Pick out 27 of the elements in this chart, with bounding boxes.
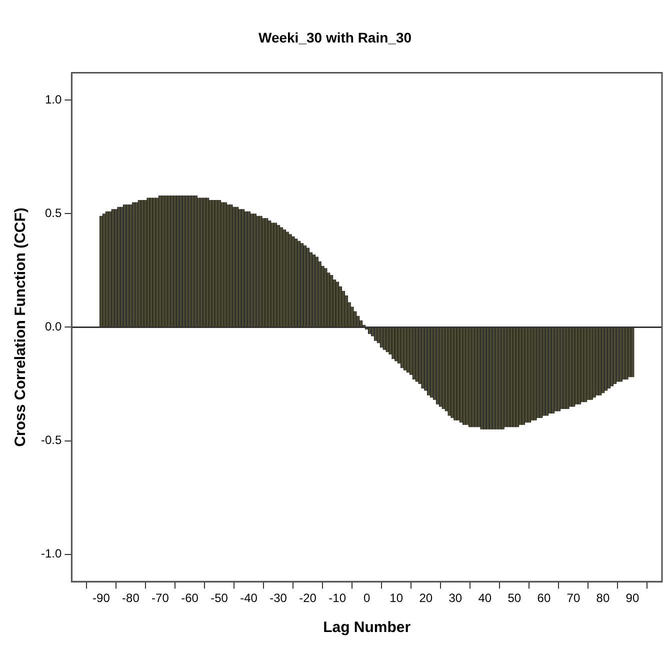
x-tick-label: 20 [419,591,433,606]
x-tick-label: -40 [240,591,258,606]
x-tick-label: -70 [152,591,170,606]
x-axis-title: Lag Number [323,619,411,636]
x-tick-label: 60 [537,591,551,606]
x-tick-label: -80 [122,591,140,606]
y-tick-label: 0.5 [44,206,62,220]
x-tick-label: 10 [390,591,404,606]
x-tick-label: 90 [626,591,640,606]
y-tick-label: 0.0 [44,320,62,334]
x-tick-label: -10 [328,591,346,606]
x-tick-label: 70 [566,591,580,606]
y-axis-title: Cross Correlation Function (CCF) [12,208,30,447]
x-tick-label: -50 [210,591,228,606]
x-tick-label: -90 [92,591,110,606]
y-tick-label: -1.0 [40,546,62,561]
x-tick-label: 0 [363,591,370,606]
y-tick-label: -0.5 [40,433,62,448]
x-tick-label: -60 [181,591,199,606]
x-tick-label: 30 [448,591,462,606]
x-tick-label: 80 [596,591,610,606]
x-tick-label: -30 [270,591,288,606]
chart-title: Weeki_30 with Rain_30 [258,29,412,46]
x-tick-label: 40 [478,591,492,606]
y-tick-label: 1.0 [44,92,62,106]
x-tick-label: 50 [508,591,522,606]
x-tick-label: -20 [299,591,317,606]
